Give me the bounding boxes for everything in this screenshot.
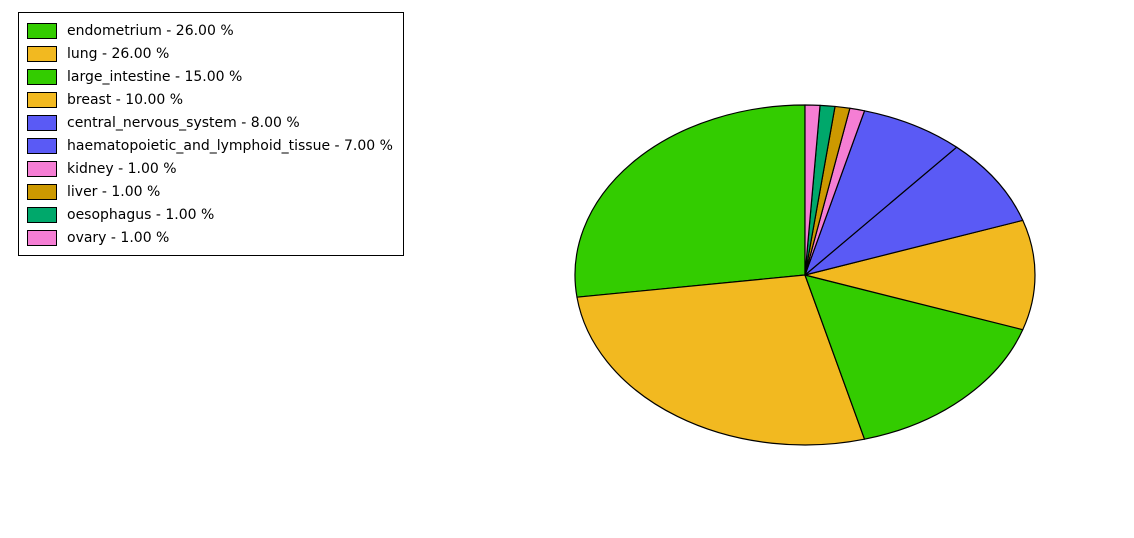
legend-row: central_nervous_system - 8.00 % (27, 111, 393, 134)
legend-swatch (27, 92, 57, 108)
pie-chart (565, 95, 1045, 455)
legend-swatch (27, 161, 57, 177)
legend-row: ovary - 1.00 % (27, 226, 393, 249)
legend-label: ovary - 1.00 % (67, 230, 169, 246)
legend-row: large_intestine - 15.00 % (27, 65, 393, 88)
legend-label: kidney - 1.00 % (67, 161, 177, 177)
legend-row: liver - 1.00 % (27, 180, 393, 203)
legend-label: endometrium - 26.00 % (67, 23, 234, 39)
legend: endometrium - 26.00 % lung - 26.00 % large… (18, 12, 404, 256)
legend-swatch (27, 23, 57, 39)
legend-swatch (27, 207, 57, 223)
legend-row: lung - 26.00 % (27, 42, 393, 65)
legend-swatch (27, 138, 57, 154)
legend-swatch (27, 230, 57, 246)
legend-label: oesophagus - 1.00 % (67, 207, 214, 223)
pie-slice (575, 105, 805, 297)
legend-row: breast - 10.00 % (27, 88, 393, 111)
legend-label: lung - 26.00 % (67, 46, 169, 62)
legend-label: liver - 1.00 % (67, 184, 160, 200)
legend-label: large_intestine - 15.00 % (67, 69, 242, 85)
legend-row: endometrium - 26.00 % (27, 19, 393, 42)
legend-swatch (27, 184, 57, 200)
legend-label: haematopoietic_and_lymphoid_tissue - 7.0… (67, 138, 393, 154)
legend-row: haematopoietic_and_lymphoid_tissue - 7.0… (27, 134, 393, 157)
legend-swatch (27, 115, 57, 131)
legend-row: kidney - 1.00 % (27, 157, 393, 180)
legend-label: breast - 10.00 % (67, 92, 183, 108)
legend-swatch (27, 69, 57, 85)
legend-row: oesophagus - 1.00 % (27, 203, 393, 226)
legend-label: central_nervous_system - 8.00 % (67, 115, 300, 131)
legend-swatch (27, 46, 57, 62)
